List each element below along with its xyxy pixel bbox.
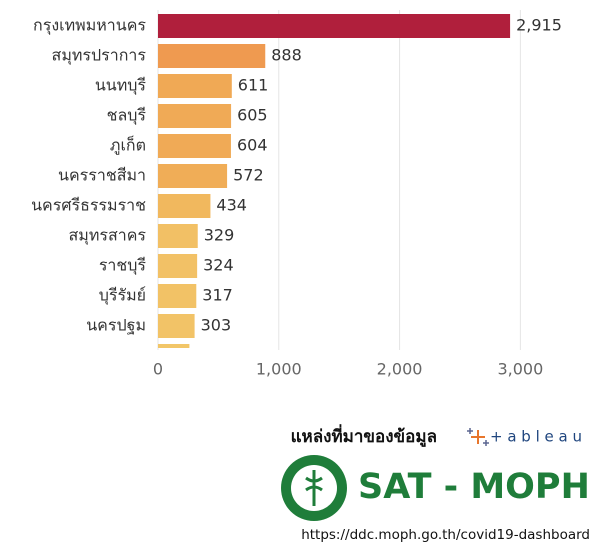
y-tick-label: นครราชสีมา [58,166,146,185]
tableau-text: + a b l e a u [490,428,582,446]
y-tick-label: ภูเก็ต [110,135,146,156]
y-tick-label: บุรีรัมย์ [99,286,146,306]
value-label: 888 [271,46,302,65]
y-tick-label: กรุงเทพมหานคร [33,16,146,36]
bar [158,344,190,348]
value-label: 2,915 [516,16,562,35]
value-label: 317 [202,286,233,305]
value-label: 329 [204,226,235,245]
y-tick-label: นครปฐม [86,316,146,335]
bar [158,104,232,128]
value-label: 324 [203,256,234,275]
bar [158,194,211,218]
y-tick-label: ชลบุรี [107,106,147,126]
tableau-logo: + a b l e a u [467,428,582,446]
bar [158,314,195,338]
x-tick-label: 2,000 [377,360,423,379]
bar [158,284,197,308]
org-name: SAT - MOPH [358,467,590,507]
bar [158,224,198,248]
value-label: 611 [238,76,269,95]
x-tick-label: 1,000 [256,360,302,379]
y-tick-label: ราชบุรี [99,256,147,276]
source-label: แหล่งที่มาของข้อมูล [291,424,437,448]
x-tick-label: 3,000 [497,360,543,379]
value-label: 303 [201,316,232,335]
value-label: 572 [233,166,264,185]
bar [158,14,511,38]
bar [158,74,232,98]
bar [158,164,228,188]
moph-logo [281,455,347,521]
y-tick-label: สมุทรสาคร [69,226,147,246]
bar [158,134,231,158]
source-url: https://ddc.moph.go.th/covid19-dashboard [301,527,590,543]
bar [158,254,198,278]
value-label: 604 [237,136,268,155]
value-label: 434 [216,196,247,215]
value-label: 605 [237,106,268,125]
bars [158,14,511,348]
y-tick-label: นครศรีธรรมราช [31,196,146,215]
y-tick-label: สมุทรปราการ [52,46,147,66]
x-tick-label: 0 [153,360,163,379]
y-tick-label: นนทบุรี [95,76,147,96]
bar [158,44,266,68]
